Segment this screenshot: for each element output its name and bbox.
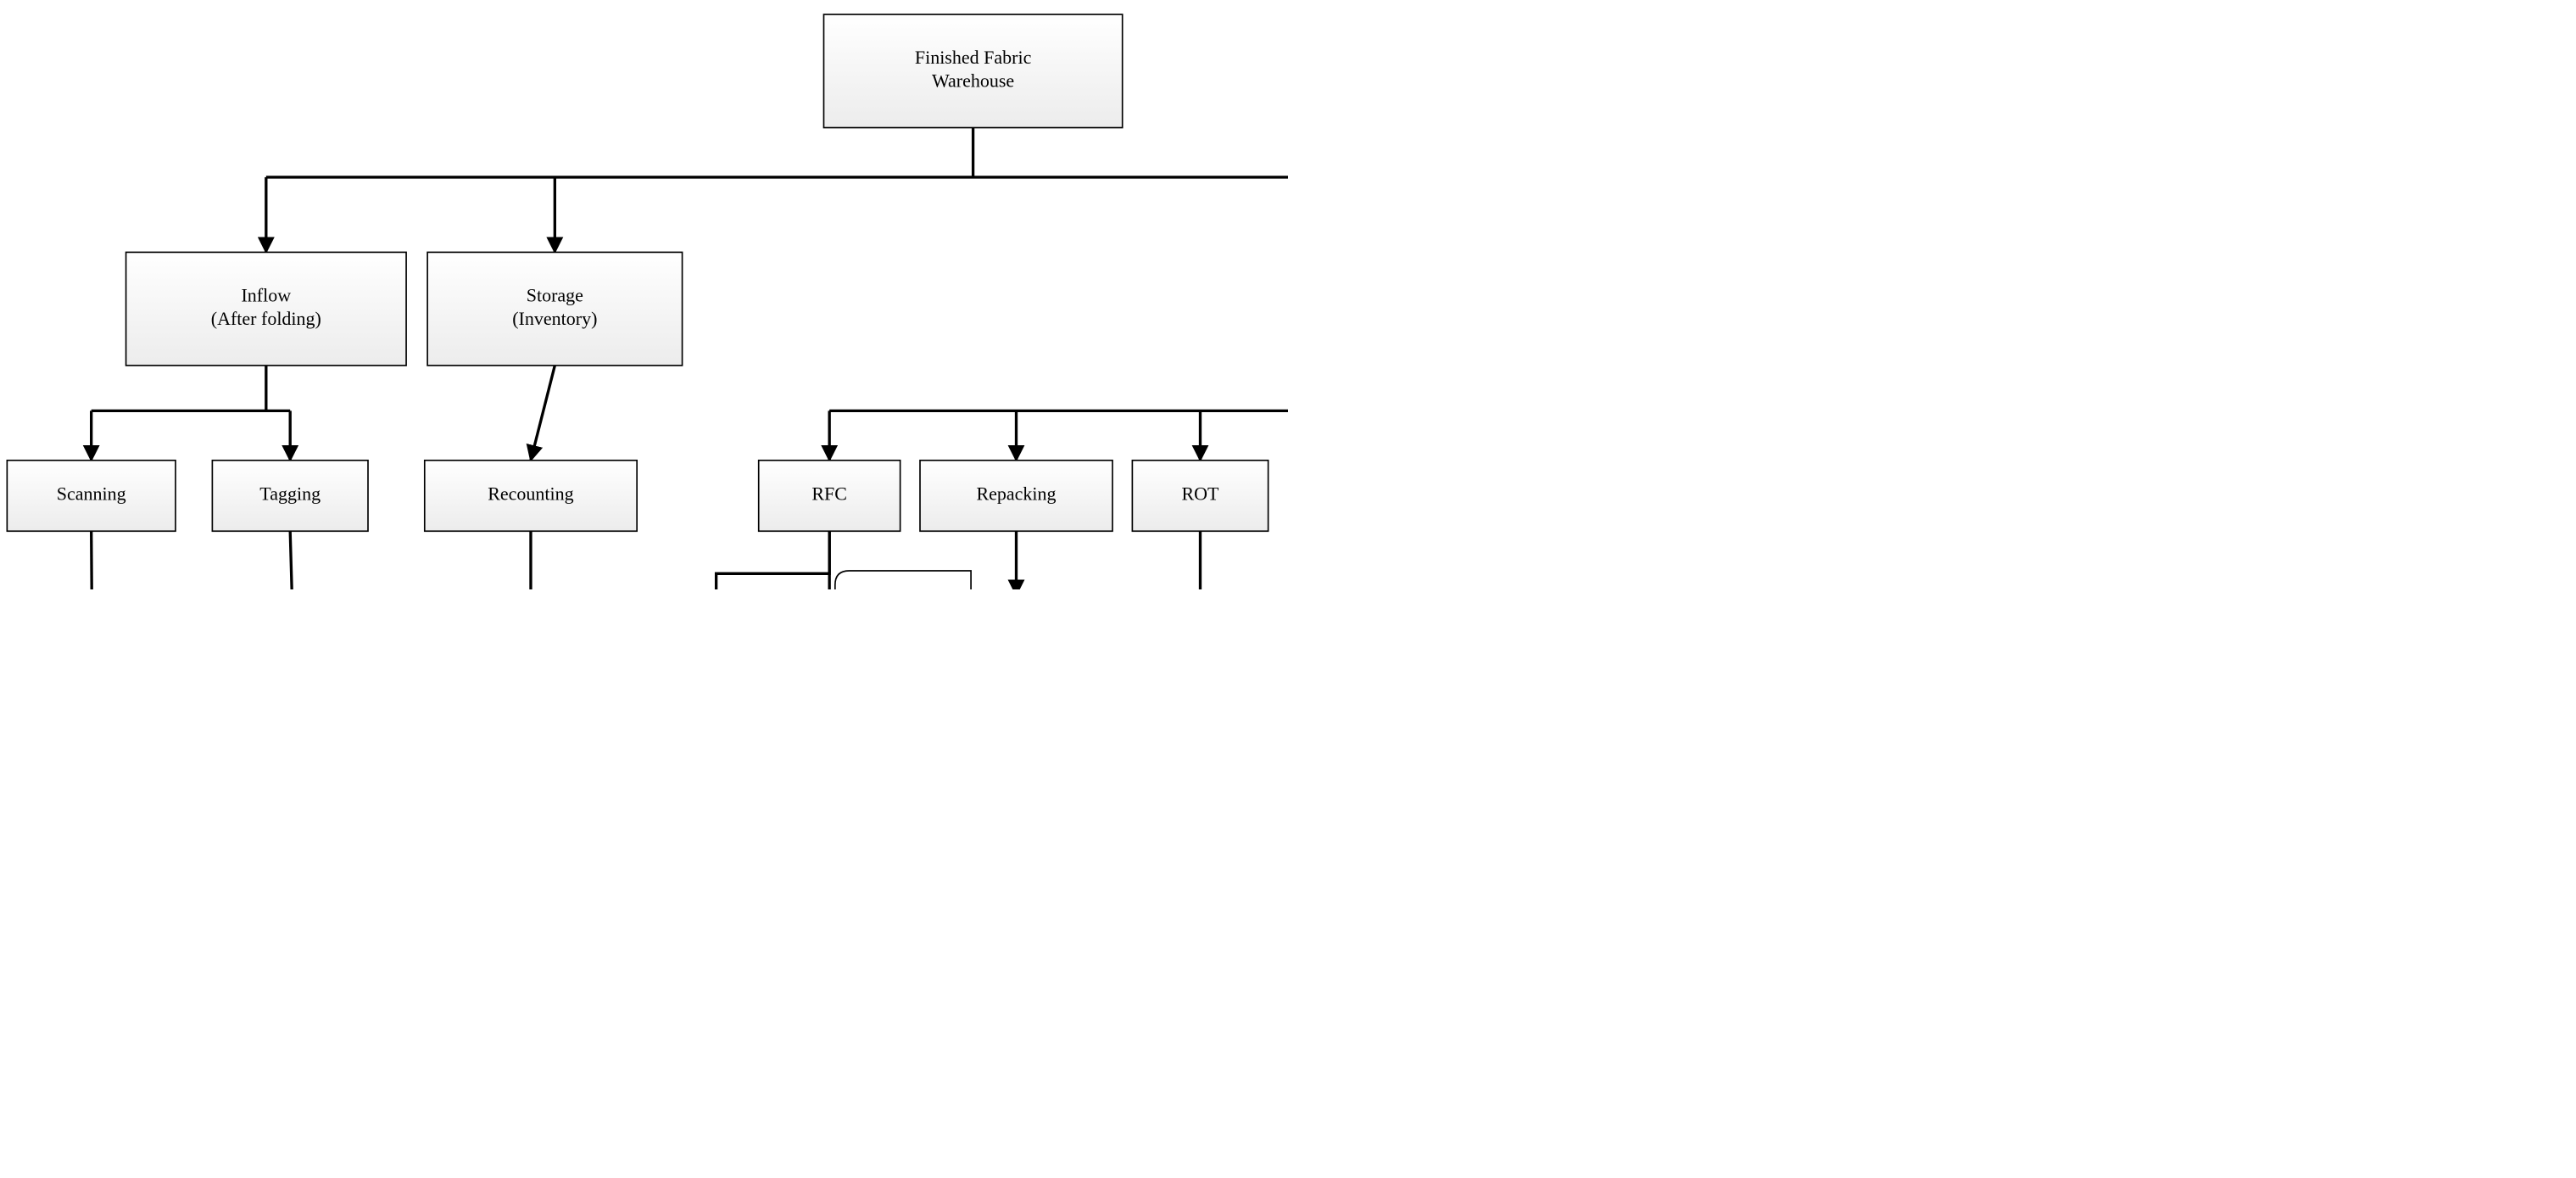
node-scanning-line0: Scanning (57, 483, 126, 505)
node-rot-line0: ROT (1182, 483, 1220, 505)
node-storage: Storage (Inventory) (427, 252, 682, 366)
node-inflow: Inflow (After folding) (126, 252, 407, 366)
node-repacking-line0: Repacking (976, 483, 1056, 505)
node-root-line1: Warehouse (932, 70, 1014, 92)
node-inflow-line1: (After folding) (211, 308, 321, 329)
node-repacking: Repacking (920, 461, 1112, 531)
node-rot: ROT (1132, 461, 1268, 531)
edge-storage-recounting (531, 366, 555, 461)
node-tagging-line0: Tagging (259, 483, 321, 505)
scroll-demand: Demand fromCuttingDepartment (835, 571, 971, 589)
node-recounting: Recounting (425, 461, 637, 531)
node-root: Finished FabricWarehouse (823, 14, 1122, 128)
node-root-line0: Finished Fabric (915, 47, 1032, 68)
node-recounting-line0: Recounting (488, 483, 573, 505)
node-storage-line1: (Inventory) (512, 308, 597, 329)
edge-tagging-barcodes (290, 531, 293, 589)
node-rfc-line0: RFC (811, 483, 847, 505)
node-storage-line0: Storage (527, 284, 583, 305)
node-rfc: RFC (759, 461, 900, 531)
node-inflow-line0: Inflow (241, 284, 291, 305)
node-scanning: Scanning (7, 461, 176, 531)
node-tagging: Tagging (212, 461, 368, 531)
edge-rfc-outsource (716, 531, 830, 589)
